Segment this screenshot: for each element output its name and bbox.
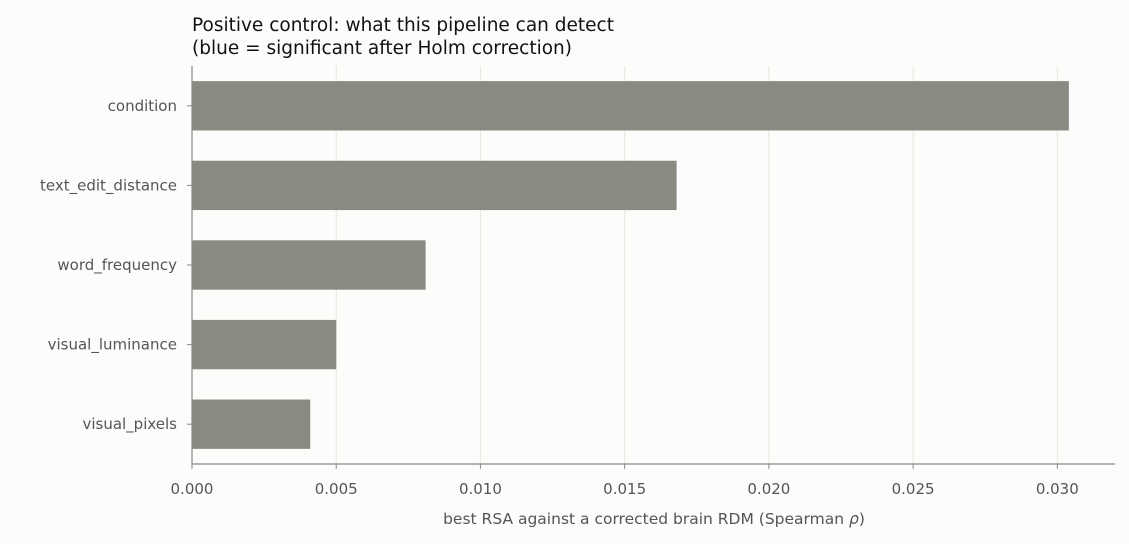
gridlines xyxy=(335,66,1058,464)
x-tick-label: 0.005 xyxy=(315,480,358,498)
x-axis-label: best RSA against a corrected brain RDM (… xyxy=(443,510,865,528)
bar-visual-luminance xyxy=(192,319,337,370)
y-ticks: condition text_edit_distance word_frequenc… xyxy=(40,97,192,434)
y-tick-label: condition xyxy=(108,97,177,115)
bar-visual-pixels xyxy=(192,399,311,449)
x-tick-label: 0.020 xyxy=(747,480,790,498)
y-tick-label: word_frequency xyxy=(57,256,177,275)
x-tick-label: 0.030 xyxy=(1036,480,1079,498)
bar-condition xyxy=(192,81,1069,131)
y-tick-label: visual_pixels xyxy=(82,415,177,434)
chart-title-line-2: (blue = significant after Holm correctio… xyxy=(192,38,572,59)
x-tick-label: 0.025 xyxy=(892,480,935,498)
x-tick-label: 0.000 xyxy=(171,480,214,498)
bars xyxy=(192,81,1069,449)
x-ticks: 0.000 0.005 0.010 0.015 0.020 0.025 0.030 xyxy=(171,464,1079,498)
bar-word-frequency xyxy=(192,240,426,290)
chart-title-line-1: Positive control: what this pipeline can… xyxy=(192,15,614,36)
bar-text-edit-distance xyxy=(192,160,677,211)
x-tick-label: 0.010 xyxy=(459,480,502,498)
y-tick-label: text_edit_distance xyxy=(40,176,177,195)
y-tick-label: visual_luminance xyxy=(48,336,177,355)
x-tick-label: 0.015 xyxy=(603,480,646,498)
